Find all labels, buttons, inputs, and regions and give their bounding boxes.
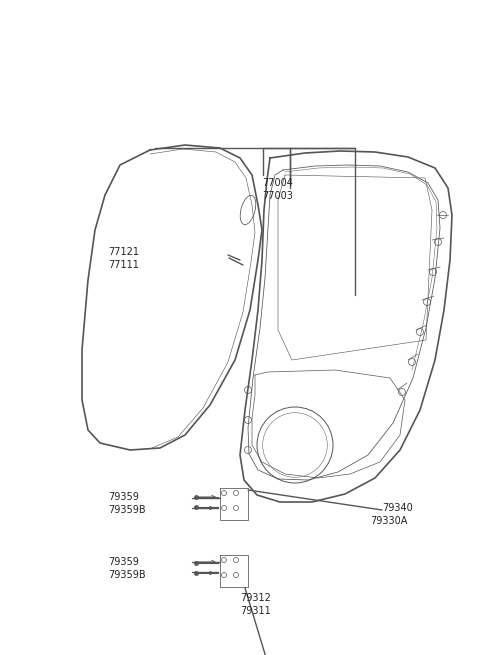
- Text: 79359: 79359: [108, 557, 139, 567]
- Text: 77121: 77121: [108, 247, 139, 257]
- Text: 77111: 77111: [108, 260, 139, 270]
- Text: 79359B: 79359B: [108, 570, 145, 580]
- Text: 79312: 79312: [240, 593, 271, 603]
- Text: 79340: 79340: [382, 503, 413, 513]
- Text: 79311: 79311: [240, 606, 271, 616]
- Text: 79359: 79359: [108, 492, 139, 502]
- Text: 77003: 77003: [262, 191, 293, 201]
- Text: 79330A: 79330A: [370, 516, 408, 526]
- Text: 77004: 77004: [262, 178, 293, 188]
- Text: 79359B: 79359B: [108, 505, 145, 515]
